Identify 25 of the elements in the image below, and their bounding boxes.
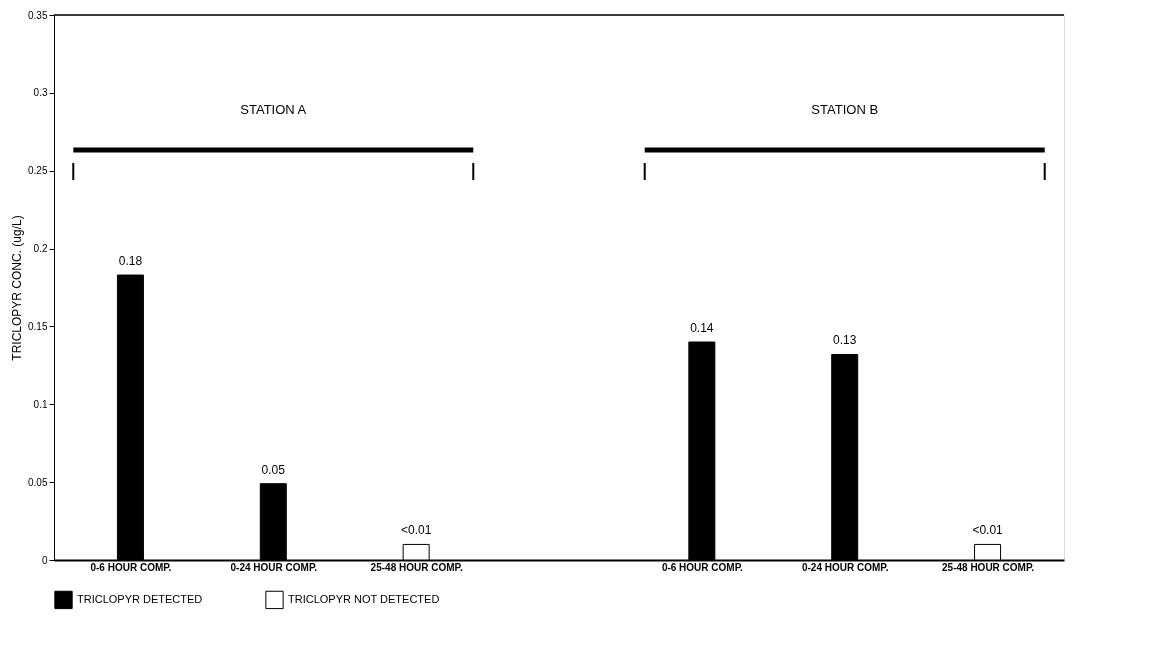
y-tick-label: 0 — [41, 554, 48, 566]
y-tick-label: 0.15 — [28, 320, 48, 332]
x-tick-label: 0-6 HOUR COMP. — [90, 561, 172, 573]
y-tick-label: 0.1 — [33, 398, 48, 410]
y-tick-label: 0.25 — [28, 165, 48, 177]
annotation: STATION B — [811, 102, 879, 117]
x-tick-label: 0-24 HOUR COMP. — [230, 561, 318, 573]
data-label: 0.18 — [118, 254, 143, 269]
data-label: 0.14 — [690, 321, 714, 335]
y-tick-label: 0.3 — [33, 87, 48, 99]
x-tick-label: 25-48 HOUR COMP. — [942, 561, 1035, 573]
x-tick-label: 0-24 HOUR COMP. — [801, 561, 889, 573]
y-tick-label: 0.2 — [33, 243, 48, 255]
data-label: 0.13 — [833, 333, 857, 348]
data-label: 0.05 — [261, 462, 286, 477]
annotation: STATION A — [240, 102, 307, 117]
data-label: <0.01 — [972, 523, 1004, 538]
x-tick-label: 25-48 HOUR COMP. — [370, 561, 463, 573]
y-tick-label: 0.35 — [28, 9, 48, 21]
data-label: <0.01 — [400, 523, 432, 538]
x-tick-label: 0-6 HOUR COMP. — [661, 561, 744, 573]
legend-label: TRICLOPYR NOT DETECTED — [288, 592, 440, 605]
legend-label: TRICLOPYR DETECTED — [77, 592, 203, 605]
y-tick-label: 0.05 — [28, 476, 48, 488]
y-axis-title: TRICLOPYR CONC. (ug/L) — [10, 215, 25, 361]
